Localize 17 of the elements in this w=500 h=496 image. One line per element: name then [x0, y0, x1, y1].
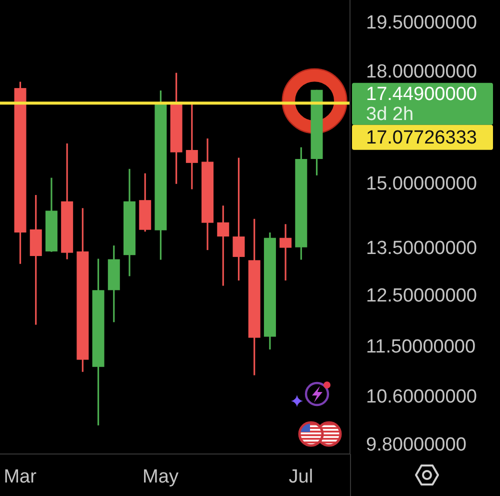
candlestick: [217, 204, 230, 287]
y-tick-label: 11.50000000: [366, 336, 476, 358]
x-tick-label: May: [142, 466, 179, 488]
y-tick-label: 13.50000000: [366, 238, 477, 260]
x-tick-label: Jul: [288, 466, 314, 488]
text: 3d 2h: [366, 103, 414, 124]
y-tick-label: 18.00000000: [366, 62, 477, 83]
y-tick-label: 12.50000000: [366, 285, 477, 306]
candlestick: [232, 157, 245, 282]
y-tick-label: 9.80000000: [366, 434, 466, 456]
ref-line-label: 17.07726333: [366, 126, 477, 148]
candlestick: [280, 223, 292, 282]
y-tick-label: 15.00000000: [366, 173, 477, 194]
text: 17.44900000: [366, 83, 477, 104]
y-tick-label: 10.60000000: [366, 386, 477, 408]
y-tick-label: 19.50000000: [366, 12, 477, 34]
x-tick-label: Mar: [4, 466, 38, 488]
